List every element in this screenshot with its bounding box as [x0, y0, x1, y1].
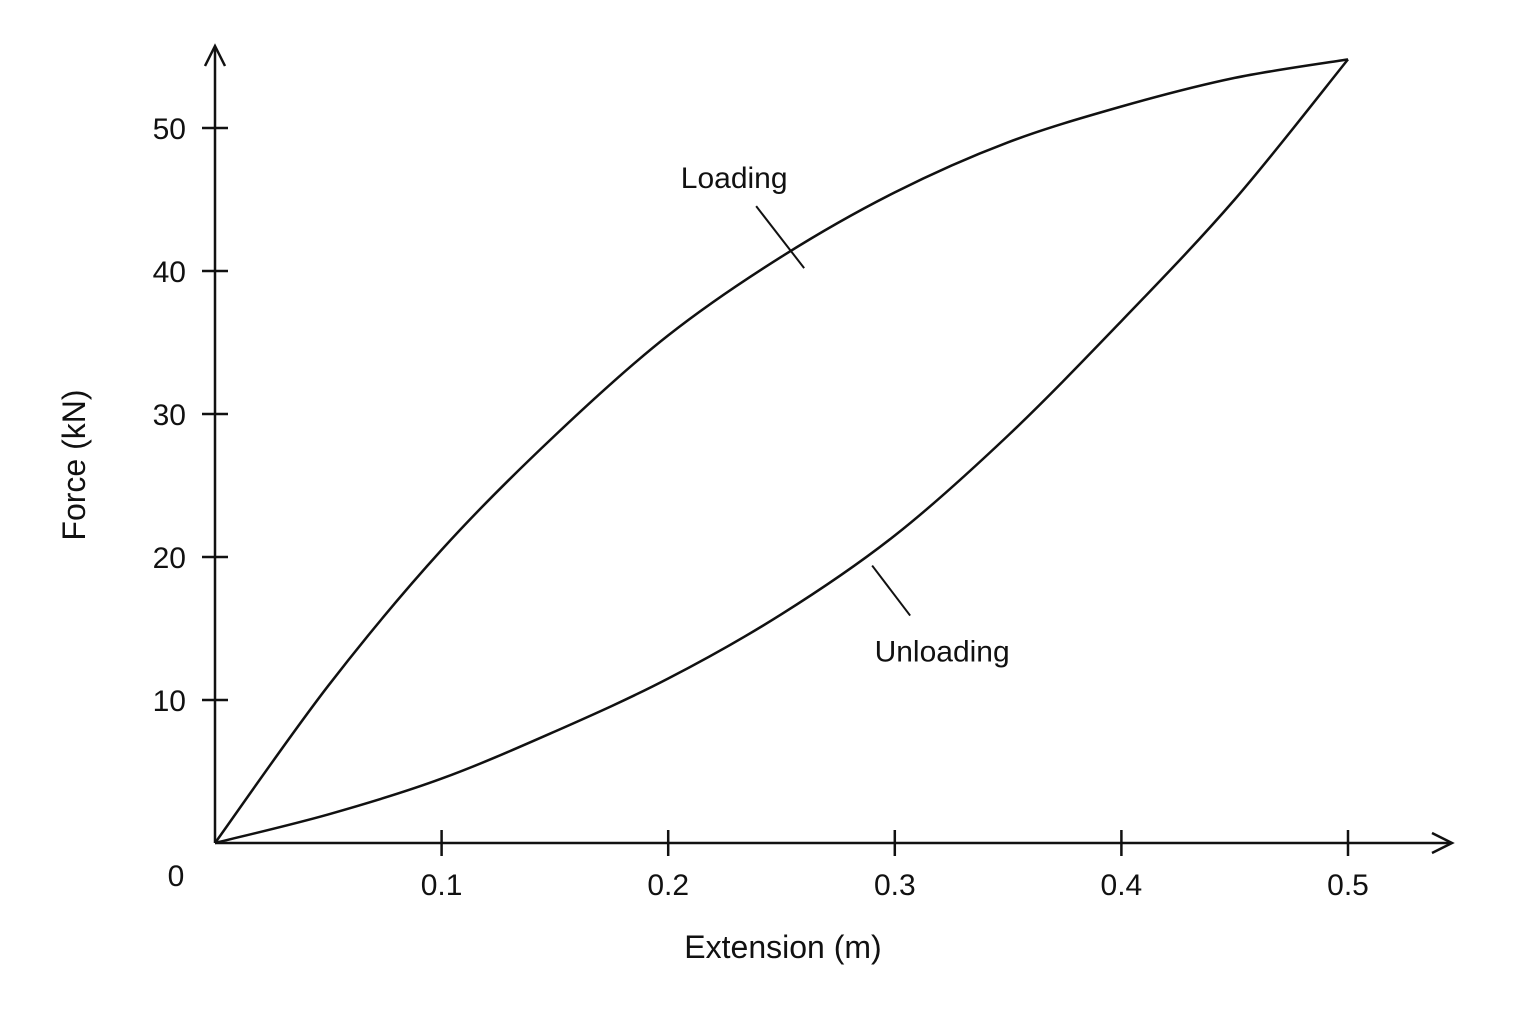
y-axis-title: Force (kN)	[56, 389, 92, 540]
x-tick-label-2: 0.3	[874, 869, 916, 902]
x-tick-label-0: 0.1	[421, 869, 463, 902]
x-axis-title: Extension (m)	[684, 929, 881, 965]
annotation-loading: Loading	[681, 162, 788, 195]
series-unloading-line	[214, 58, 1349, 845]
x-axis-arrow	[1431, 831, 1455, 855]
y-tick-label-3: 40	[153, 256, 186, 289]
axes	[203, 43, 1455, 855]
y-axis-arrow	[203, 43, 227, 67]
y-tick-label-2: 30	[153, 399, 186, 432]
annotation-unloading: Unloading	[875, 636, 1010, 669]
annotation-leader-loading	[755, 205, 805, 269]
x-tick-label-4: 0.5	[1327, 869, 1369, 902]
curves	[213, 58, 1349, 845]
y-tick-label-4: 50	[153, 113, 186, 146]
ticks: 0.1 0.2 0.3 0.4 0.5 10 20 30 40 50	[153, 113, 1369, 902]
series-loading-line	[213, 58, 1349, 844]
x-tick-label-1: 0.2	[647, 869, 689, 902]
annotations: Loading Unloading	[681, 162, 1010, 668]
origin-label: 0	[168, 860, 185, 893]
x-tick-label-3: 0.4	[1101, 869, 1143, 902]
annotation-leader-unloading	[871, 564, 911, 617]
y-tick-label-0: 10	[153, 685, 186, 718]
y-tick-label-1: 20	[153, 542, 186, 575]
